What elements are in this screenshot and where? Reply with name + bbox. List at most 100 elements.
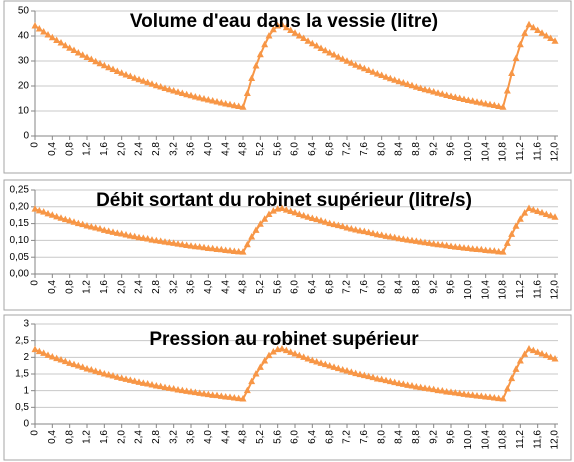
data-marker — [486, 393, 494, 400]
data-marker — [308, 39, 316, 47]
data-marker — [83, 53, 91, 60]
data-marker — [222, 393, 230, 400]
x-tick-label: 6,8 — [324, 280, 335, 294]
data-marker — [118, 374, 126, 381]
data-marker — [161, 84, 169, 91]
data-marker — [113, 373, 121, 380]
data-marker — [83, 365, 91, 372]
data-marker — [157, 237, 165, 244]
data-marker — [287, 26, 295, 33]
data-marker — [44, 209, 52, 217]
data-marker — [278, 20, 286, 28]
data-marker — [53, 212, 61, 220]
x-tick-label: 2,8 — [151, 280, 162, 294]
x-tick-label: 12,0 — [550, 280, 561, 300]
x-tick-label: 8,8 — [411, 280, 422, 294]
chart-title: Volume d'eau dans la vessie (litre) — [130, 11, 438, 32]
data-marker — [425, 239, 433, 246]
y-tick-label: 2 — [23, 352, 29, 363]
data-marker — [304, 37, 312, 44]
data-marker — [183, 241, 191, 248]
data-marker — [70, 46, 78, 53]
data-marker — [278, 204, 286, 211]
data-marker — [356, 63, 364, 70]
data-marker — [334, 221, 342, 229]
data-marker — [265, 210, 273, 218]
data-marker — [326, 49, 334, 56]
x-tick-label: 4,8 — [238, 142, 249, 156]
data-marker — [360, 64, 368, 72]
x-tick-label: 11,6 — [532, 430, 543, 449]
data-marker — [542, 210, 550, 218]
data-marker — [196, 243, 204, 250]
data-marker — [57, 39, 65, 46]
data-marker — [252, 226, 260, 233]
data-marker — [343, 367, 351, 374]
data-marker — [534, 348, 542, 355]
x-tick-label: 6,4 — [307, 430, 318, 444]
data-marker — [226, 246, 234, 254]
data-marker — [308, 214, 316, 222]
data-marker — [226, 100, 234, 108]
data-marker — [40, 28, 48, 35]
x-tick-label: 6,8 — [324, 142, 335, 156]
x-tick-label: 1,2 — [82, 430, 93, 444]
data-marker — [74, 362, 82, 369]
data-marker — [187, 388, 195, 395]
x-tick-label: 7,2 — [342, 280, 353, 294]
x-tick-label: 4,0 — [203, 280, 214, 294]
data-marker — [365, 66, 373, 73]
data-marker — [469, 245, 477, 252]
data-marker — [200, 95, 208, 102]
data-marker — [369, 373, 377, 381]
data-marker — [209, 391, 217, 398]
data-marker — [382, 73, 390, 80]
data-marker — [482, 246, 490, 253]
data-marker — [356, 226, 364, 234]
data-marker — [425, 86, 433, 94]
data-marker — [217, 99, 225, 106]
data-marker — [53, 354, 61, 362]
x-tick-label: 11,6 — [532, 280, 543, 299]
data-marker — [87, 222, 95, 230]
data-marker — [512, 365, 520, 372]
data-marker — [187, 242, 195, 249]
data-marker — [399, 79, 407, 86]
data-marker — [174, 240, 182, 247]
x-tick-label: 9,2 — [428, 142, 439, 156]
data-marker — [538, 350, 546, 357]
data-marker — [74, 49, 82, 56]
data-marker — [248, 377, 256, 385]
data-marker — [118, 230, 126, 237]
data-marker — [261, 40, 269, 48]
x-tick-label: 5,2 — [255, 142, 266, 156]
x-tick-label: 6,0 — [290, 142, 301, 156]
x-tick-label: 6,4 — [307, 142, 318, 156]
data-marker — [252, 370, 260, 377]
data-marker — [100, 61, 108, 69]
data-marker — [408, 236, 416, 244]
data-marker — [417, 238, 425, 245]
data-marker — [404, 236, 412, 243]
data-marker — [61, 357, 69, 365]
x-tick-label: 1,2 — [82, 142, 93, 156]
data-marker — [408, 81, 416, 89]
data-marker — [360, 371, 368, 379]
data-marker — [551, 213, 559, 220]
x-tick-label: 0,8 — [64, 142, 75, 156]
data-marker — [213, 391, 221, 399]
data-marker — [512, 54, 520, 61]
data-marker — [126, 72, 134, 79]
data-marker — [79, 51, 87, 58]
x-tick-label: 2,8 — [151, 430, 162, 444]
data-marker — [330, 51, 338, 58]
data-marker — [365, 372, 373, 380]
data-marker — [421, 238, 429, 246]
data-marker — [40, 208, 48, 215]
data-marker — [352, 369, 360, 377]
data-marker — [308, 356, 316, 364]
x-tick-label: 7,6 — [359, 430, 370, 444]
data-marker — [135, 233, 143, 241]
x-tick-label: 6,0 — [290, 280, 301, 294]
data-marker — [248, 74, 256, 81]
